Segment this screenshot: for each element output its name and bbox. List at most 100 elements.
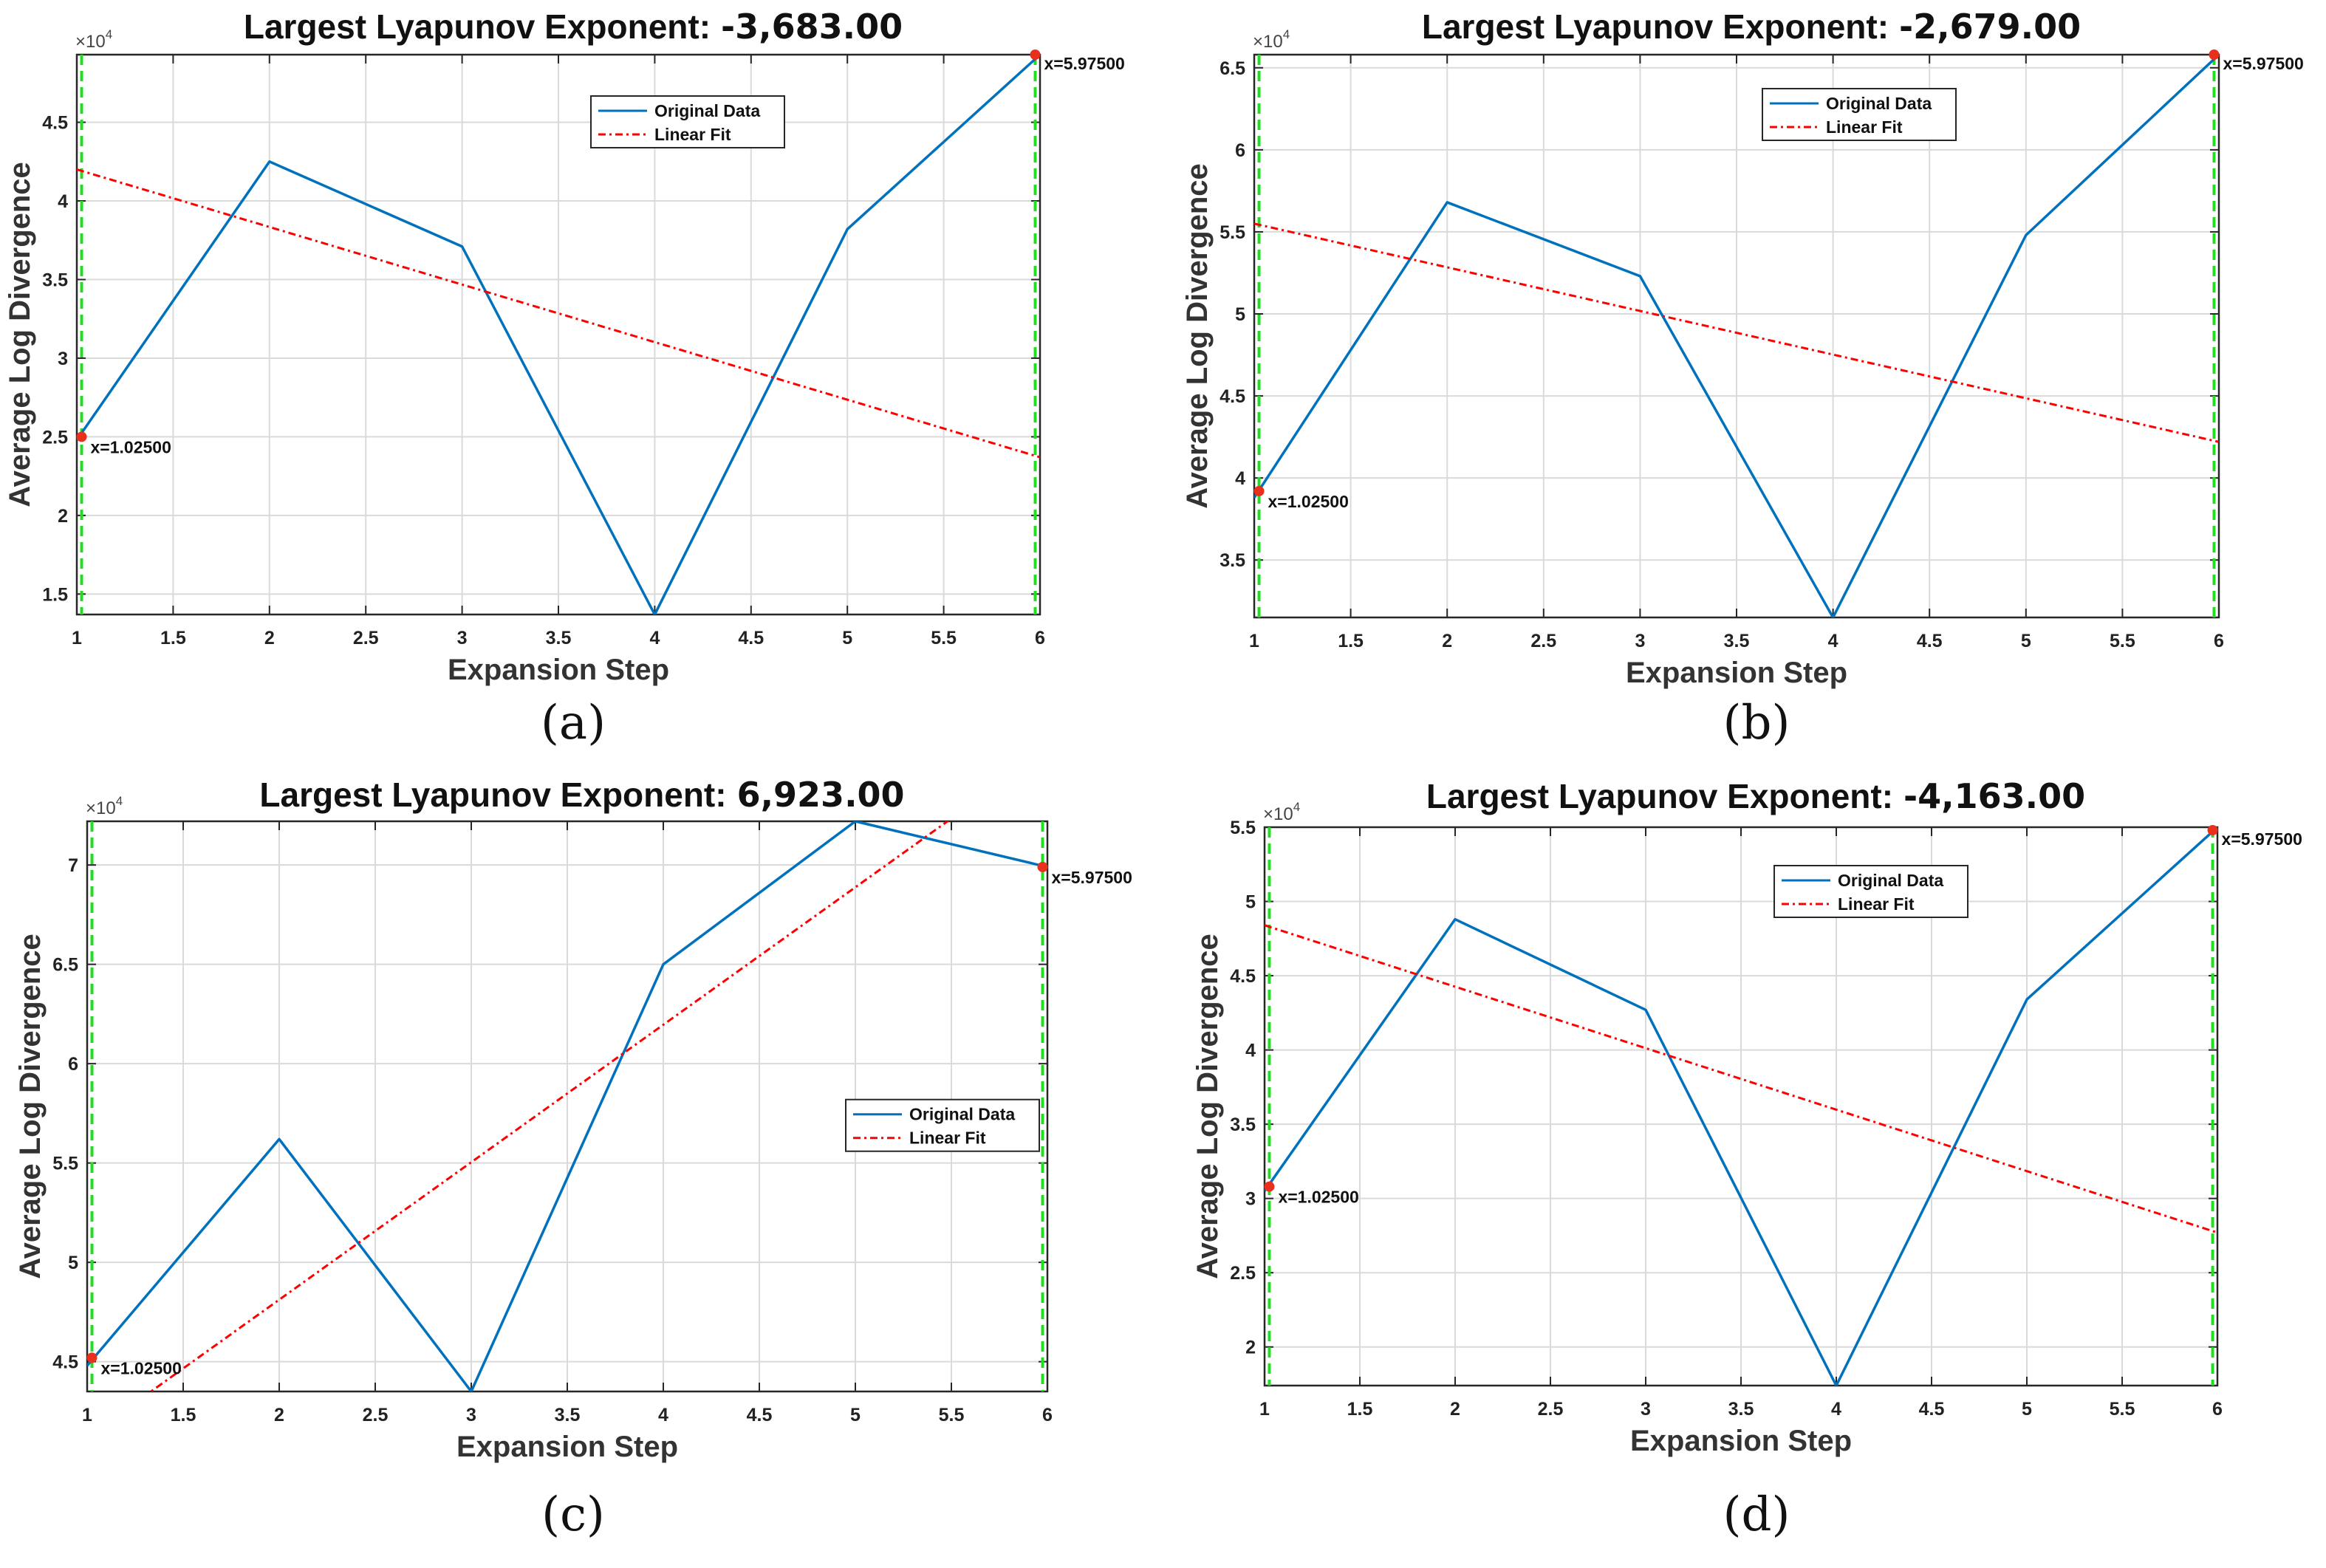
chart-title-prefix: Largest Lyapunov Exponent:: [259, 776, 726, 814]
axis-exponent-base: ×10: [75, 32, 106, 52]
y-tick-label: 4.5: [1220, 386, 1245, 407]
x-tick-label: 3.5: [1728, 1399, 1754, 1420]
x-tick-label: 2.5: [1538, 1399, 1564, 1420]
legend: Original Data Linear Fit: [845, 1098, 1040, 1152]
legend-entry: Linear Fit: [1826, 117, 1903, 137]
marker-label: x=5.97500: [2223, 54, 2303, 73]
y-tick-label: 3: [1245, 1189, 1256, 1210]
x-tick-label: 2: [264, 628, 275, 648]
y-tick-label: 5.5: [1230, 818, 1256, 838]
x-tick-label: 1: [72, 628, 82, 648]
x-tick-label: 1: [1259, 1399, 1270, 1420]
x-tick-label: 3: [457, 628, 468, 648]
y-tick-label: 1.5: [42, 584, 68, 605]
axis-exponent-power: 4: [106, 27, 112, 41]
y-tick-label: 6: [68, 1054, 78, 1075]
axis-exponent: ×104: [75, 27, 112, 52]
x-tick-label: 2.5: [363, 1405, 389, 1425]
x-axis-label: Expansion Step: [1626, 657, 1847, 689]
x-tick-label: 6: [1035, 628, 1045, 648]
marker-label: x=5.97500: [1052, 868, 1132, 887]
y-tick-label: 5.5: [1220, 222, 1245, 243]
y-tick-label: 3.5: [1220, 550, 1245, 571]
legend-box: [590, 95, 785, 148]
marker-label: x=1.02500: [91, 437, 171, 456]
y-tick-label: 5: [68, 1253, 78, 1273]
marker-label: x=1.02500: [1278, 1188, 1358, 1207]
marker-label: x=5.97500: [1044, 54, 1124, 73]
axis-exponent: ×104: [1263, 800, 1300, 824]
axis-exponent-power: 4: [1293, 800, 1300, 814]
x-tick-label: 5: [842, 628, 852, 648]
x-tick-label: 1: [82, 1405, 92, 1425]
x-tick-label: 2: [274, 1405, 284, 1425]
legend-box: [1762, 88, 1957, 141]
series-original-data: [1254, 55, 2219, 617]
x-tick-label: 5: [2022, 1399, 2032, 1420]
y-tick-label: 3: [58, 349, 68, 369]
marker-label: x=1.02500: [1268, 492, 1349, 511]
marker-point: [76, 431, 87, 442]
y-tick-label: 6: [1235, 140, 1245, 161]
series-linear-fit: [1254, 222, 2219, 443]
y-tick-label: 5: [1235, 304, 1245, 325]
chart-title-prefix: Largest Lyapunov Exponent:: [1422, 7, 1889, 46]
y-tick-label: 6.5: [1220, 58, 1245, 79]
series-group: [77, 55, 1040, 614]
x-tick-label: 4.5: [747, 1405, 773, 1425]
x-tick-label: 6: [2212, 1399, 2223, 1420]
marker-point: [1037, 861, 1048, 872]
chart-title-prefix: Largest Lyapunov Exponent:: [244, 7, 711, 46]
series-group: [87, 821, 1047, 1391]
y-tick-label: 3.5: [1230, 1115, 1256, 1135]
x-tick-label: 1: [1249, 631, 1259, 651]
y-tick-label: 2.5: [1230, 1263, 1256, 1284]
x-tick-label: 1.5: [171, 1405, 196, 1425]
legend-entry: Linear Fit: [1838, 894, 1915, 914]
x-tick-label: 4: [649, 628, 660, 648]
chart-title-value: -3,683.00: [721, 7, 903, 47]
x-axis-label: Expansion Step: [1630, 1425, 1852, 1457]
chart-panel-a: 1 1.5 2 2.5 3 3.5 4 4.5 5 5.5 61.522.533.544.5×104…: [4, 7, 1125, 750]
x-tick-label: 5.5: [931, 628, 957, 648]
x-tick-label: 3.5: [1724, 631, 1750, 651]
y-tick-label: 2.5: [42, 427, 68, 448]
axis-exponent-base: ×10: [1263, 804, 1293, 824]
series-linear-fit: [148, 821, 950, 1391]
x-tick-label: 4.5: [1919, 1399, 1945, 1420]
y-tick-label: 2: [58, 506, 68, 527]
y-tick-label: 7: [68, 855, 78, 876]
y-tick-label: 5: [1245, 892, 1256, 913]
legend: Original Data Linear Fit: [1773, 865, 1968, 918]
chart-title: Largest Lyapunov Exponent: 6,923.00: [259, 775, 904, 815]
legend-entry: Original Data: [909, 1105, 1015, 1124]
chart-panel-c: 1 1.5 2 2.5 3 3.5 4 4.5 5 5.5 64.555.566.57×104x=1…: [14, 775, 1132, 1542]
axis-exponent: ×104: [1253, 27, 1290, 52]
x-axis-label: Expansion Step: [448, 654, 669, 686]
marker-label: x=1.02500: [101, 1358, 182, 1377]
chart-title-value: 6,923.00: [737, 775, 905, 815]
chart-title-prefix: Largest Lyapunov Exponent:: [1426, 777, 1893, 815]
axis-exponent-power: 4: [116, 794, 123, 808]
y-axis-label: Average Log Divergence: [14, 934, 47, 1279]
marker-point: [1264, 1181, 1275, 1192]
marker-point: [1030, 49, 1041, 60]
x-tick-label: 5: [2021, 631, 2031, 651]
axis-exponent-power: 4: [1283, 27, 1290, 41]
legend-entry: Original Data: [654, 101, 760, 120]
legend: Original Data Linear Fit: [590, 95, 785, 148]
y-tick-label: 4: [1245, 1041, 1256, 1061]
y-tick-label: 4: [58, 191, 68, 212]
legend: Original Data Linear Fit: [1762, 88, 1957, 141]
x-tick-label: 3: [1641, 1399, 1651, 1420]
chart-panel-b: 1 1.5 2 2.5 3 3.5 4 4.5 5 5.5 63.544.555.566.5×104…: [1181, 7, 2304, 750]
legend-box: [1773, 865, 1968, 918]
y-tick-label: 4.5: [52, 1352, 78, 1373]
x-tick-label: 2: [1442, 631, 1452, 651]
series-group: [1254, 55, 2219, 617]
marker-point: [2209, 49, 2220, 60]
x-tick-label: 2: [1450, 1399, 1460, 1420]
x-tick-label: 5.5: [2110, 631, 2135, 651]
x-tick-label: 6: [1042, 1405, 1053, 1425]
